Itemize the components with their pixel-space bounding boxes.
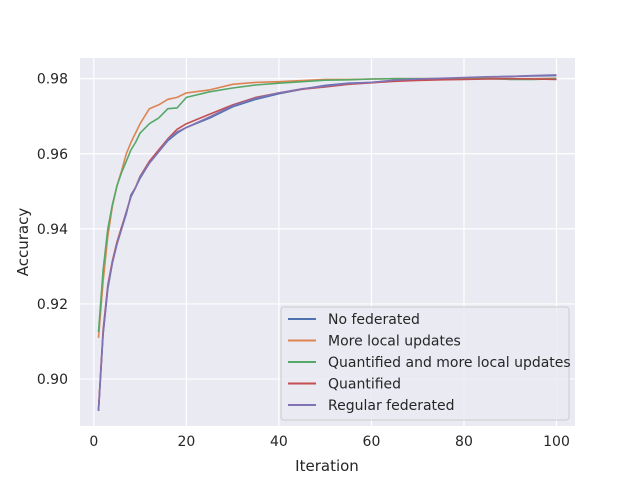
x-axis-label: Iteration <box>295 457 359 475</box>
y-tick-label: 0.96 <box>37 147 68 163</box>
y-tick-labels: 0.90 0.92 0.94 0.96 0.98 <box>37 72 68 388</box>
y-tick-label: 0.94 <box>37 222 68 238</box>
x-tick-label: 60 <box>363 434 381 450</box>
y-tick-label: 0.92 <box>37 297 68 313</box>
x-tick-labels: 0 20 40 60 80 100 <box>89 434 569 450</box>
legend-entry: Quantified and more local updates <box>328 355 571 371</box>
y-axis-label: Accuracy <box>14 208 32 277</box>
y-tick-label: 0.90 <box>37 372 68 388</box>
x-tick-label: 80 <box>455 434 473 450</box>
legend-box <box>280 306 570 421</box>
legend-entry: Regular federated <box>328 398 455 414</box>
legend: No federated More local updates Quantified… <box>280 306 571 421</box>
x-tick-label: 100 <box>543 434 570 450</box>
x-tick-label: 20 <box>177 434 195 450</box>
legend-entry: Quantified <box>328 377 401 393</box>
x-tick-label: 40 <box>270 434 288 450</box>
y-tick-label: 0.98 <box>37 72 68 88</box>
legend-entry: No federated <box>328 312 420 328</box>
legend-entry: More local updates <box>328 334 461 350</box>
series-line-5 <box>97 74 557 412</box>
x-tick-label: 0 <box>89 434 98 450</box>
series-lines <box>97 74 557 412</box>
